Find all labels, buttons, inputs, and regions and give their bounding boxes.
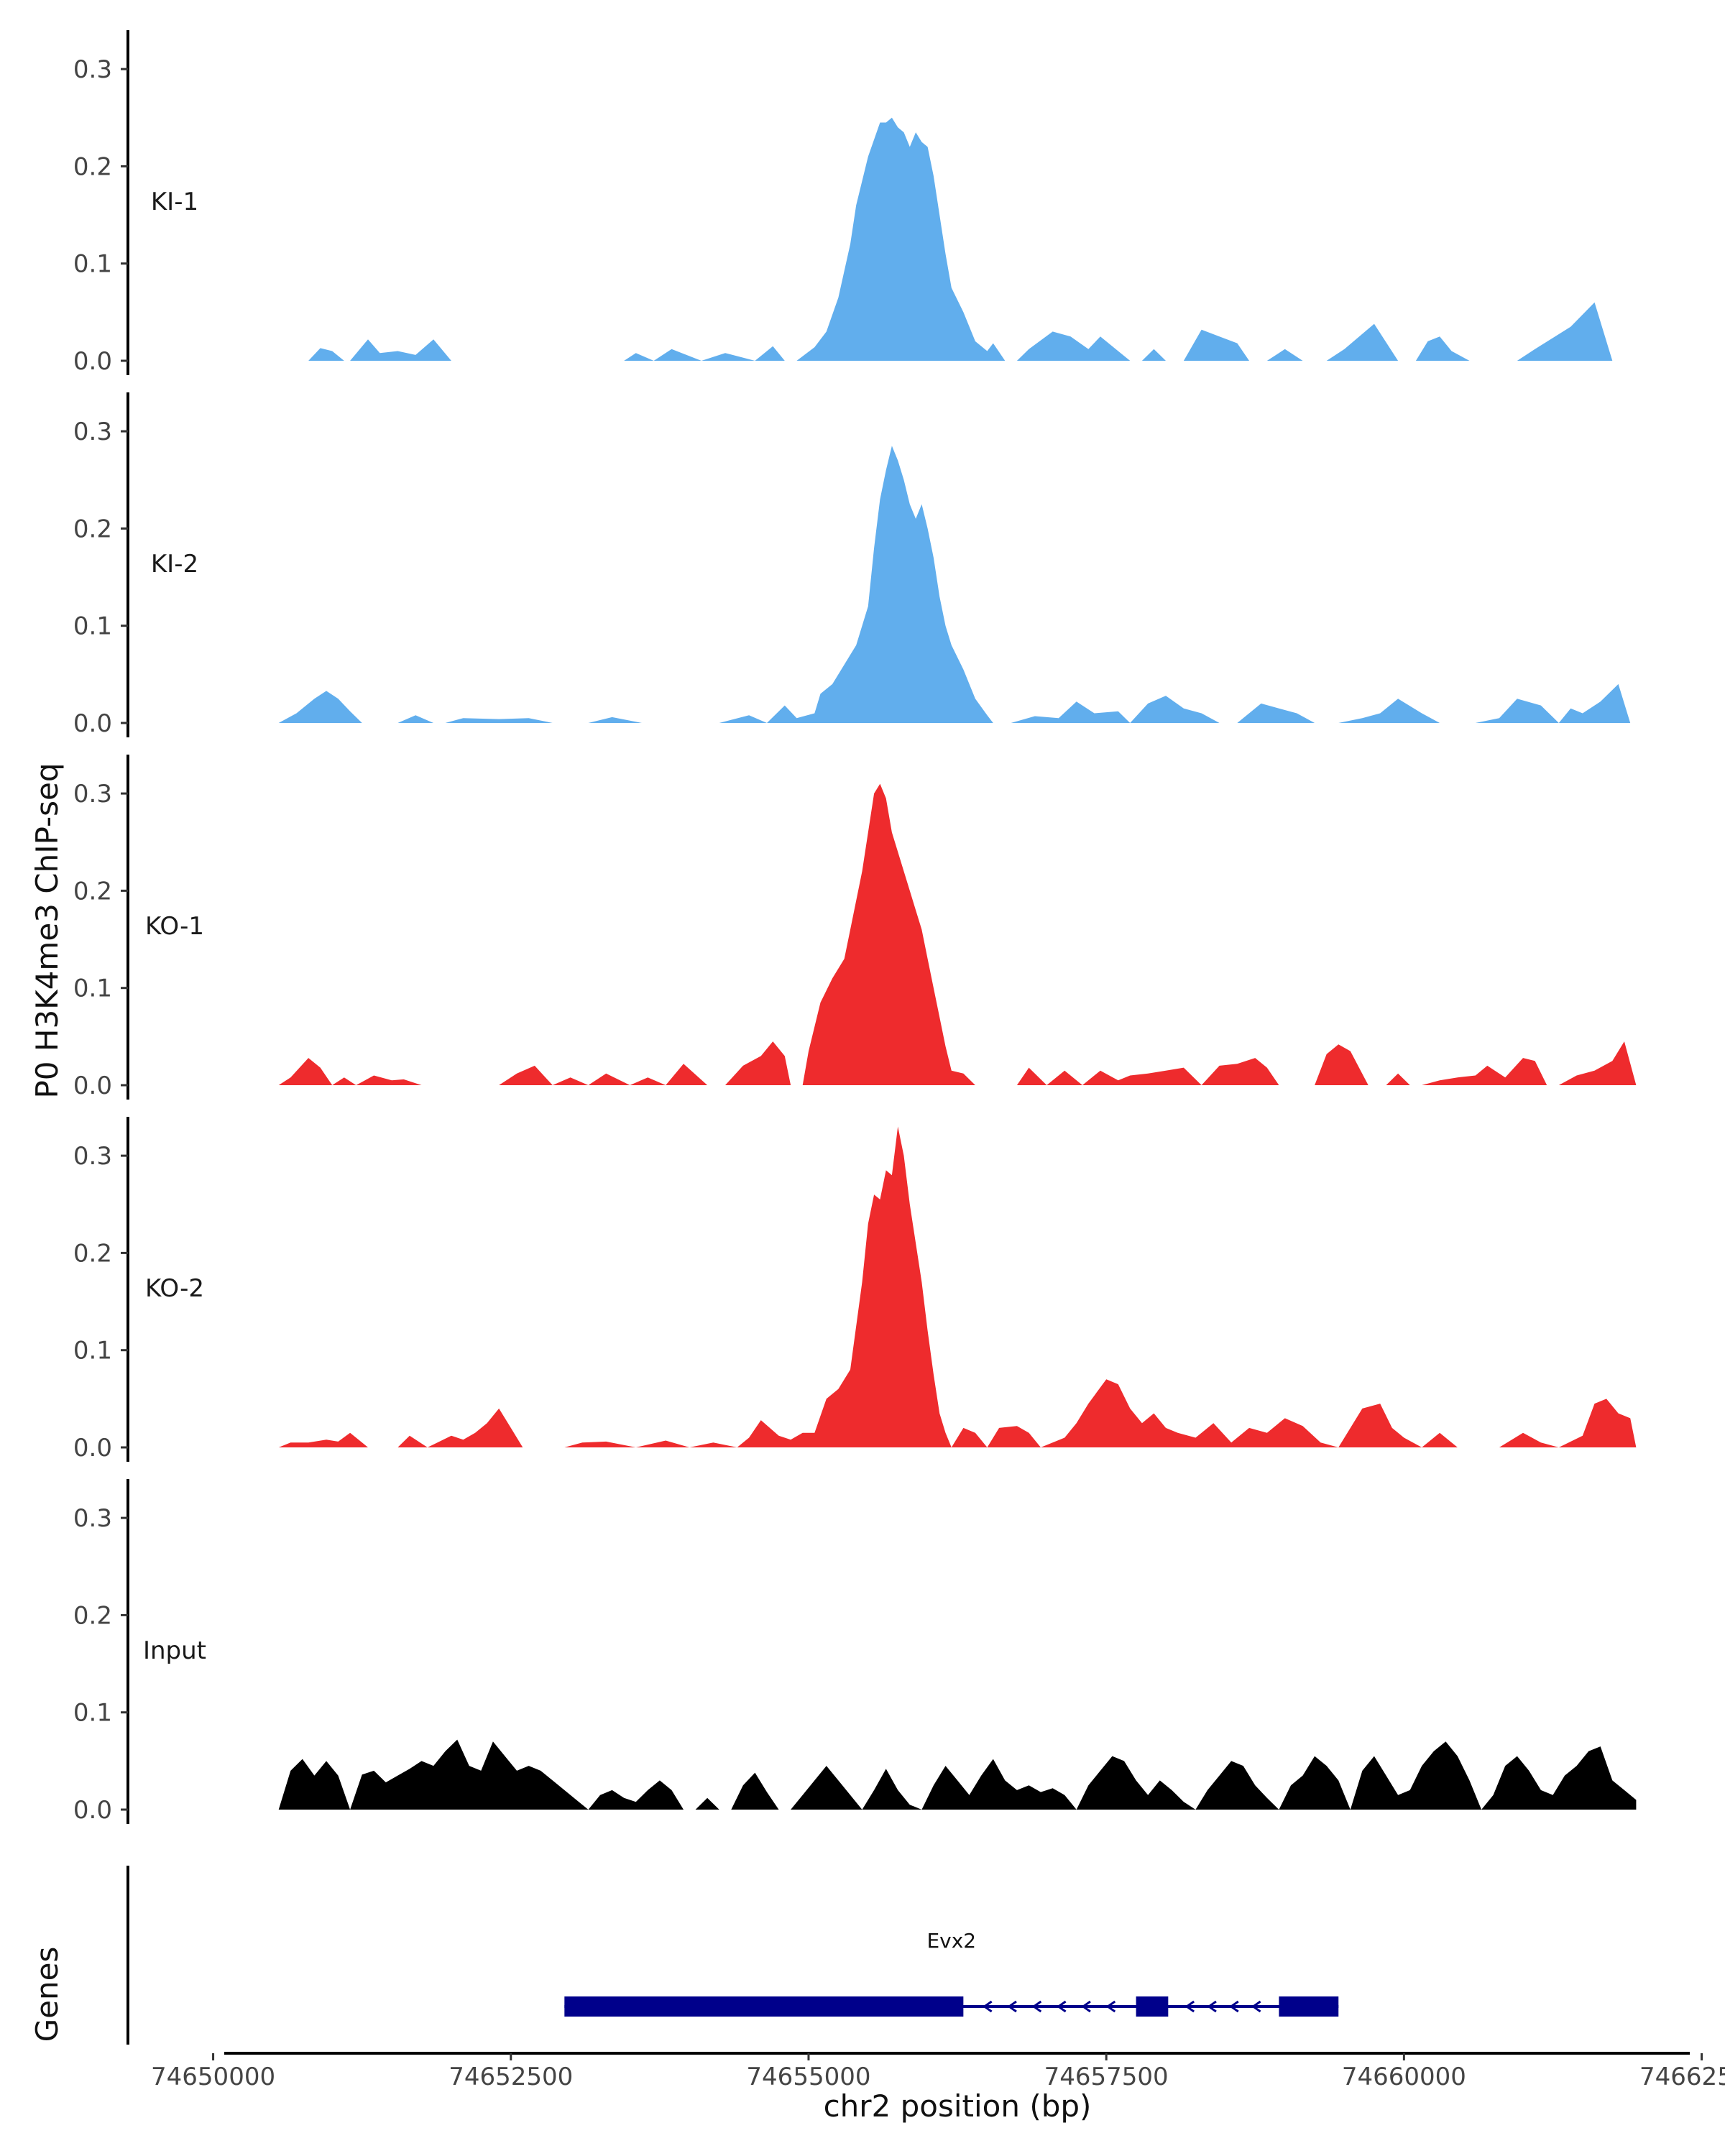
y-tick-label: 0.3 [73, 1504, 112, 1533]
y-tick-label: 0.1 [73, 612, 112, 641]
x-tick-label: 74652500 [448, 2063, 573, 2091]
x-tick-label: 74662500 [1639, 2063, 1725, 2091]
track-ki-2: 0.0 0.1 0.2 0.3 KI-2 [73, 392, 1631, 738]
signal-tracks: 0.00.10.20.3KI-10.00.10.20.3KI-20.00.10.… [73, 30, 1637, 1825]
strand-arrow [1207, 2000, 1217, 2013]
signal-area-ko-1 [278, 783, 1637, 1085]
x-axis-title: chr2 position (bp) [824, 2088, 1092, 2124]
gene-exon [1279, 1996, 1339, 2017]
track-ko-1: 0.0 0.1 0.2 0.3 KO-1 [73, 755, 1637, 1100]
gene-track: Evx2 [126, 1866, 1339, 2045]
y-tick-label: 0.3 [73, 55, 112, 84]
x-tick-label: 74655000 [746, 2063, 870, 2091]
y-tick-label: 0.0 [73, 347, 112, 376]
strand-arrow [1184, 2000, 1195, 2013]
signal-area-input [278, 1739, 1637, 1810]
strand-arrow [1031, 2000, 1042, 2013]
strand-arrow [1007, 2000, 1017, 2013]
y-tick-label: 0.3 [73, 1142, 112, 1171]
y-tick-label: 0.1 [73, 1699, 112, 1728]
y-tick-label: 0.1 [73, 975, 112, 1003]
x-axis: 74650000 74652500 74655000 74657500 74660000… [151, 2052, 1725, 2091]
x-tick-label: 74650000 [151, 2063, 275, 2091]
strand-arrow [1081, 2000, 1091, 2013]
signal-area-ki-1 [308, 117, 1637, 361]
y-tick-label: 0.3 [73, 418, 112, 446]
y-tick-label: 0.2 [73, 877, 112, 906]
y-tick-label: 0.2 [73, 152, 112, 181]
track-label: KI-2 [151, 550, 198, 579]
y-tick-label: 0.0 [73, 709, 112, 738]
x-tick-label: 74657500 [1044, 2063, 1169, 2091]
track-label: KO-1 [145, 912, 204, 941]
y-tick-label: 0.0 [73, 1434, 112, 1462]
strand-arrow [1251, 2000, 1261, 2013]
track-input: 0.0 0.1 0.2 0.3 Input [73, 1479, 1637, 1825]
gene-label: Evx2 [926, 1929, 976, 1953]
genes-track-title: Genes [29, 1947, 65, 2042]
y-tick-label: 0.1 [73, 250, 112, 279]
signal-area-ki-2 [278, 446, 1631, 723]
y-tick-label: 0.2 [73, 515, 112, 543]
strand-arrow [1229, 2000, 1239, 2013]
track-label: KO-2 [145, 1274, 204, 1303]
y-tick-label: 0.1 [73, 1337, 112, 1365]
track-ki-1: 0.0 0.1 0.2 0.3 KI-1 [73, 30, 1637, 376]
y-tick-label: 0.2 [73, 1601, 112, 1630]
gene-exon [1136, 1996, 1169, 2017]
strand-arrow [1057, 2000, 1067, 2013]
y-tick-label: 0.3 [73, 780, 112, 808]
strand-arrow [1105, 2000, 1116, 2013]
x-tick-label: 74660000 [1342, 2063, 1466, 2091]
y-axis-title: P0 H3K4me3 ChIP-seq [29, 763, 65, 1098]
signal-area-ko-2 [278, 1126, 1637, 1447]
gene-exon [564, 1996, 964, 2017]
track-ko-2: 0.0 0.1 0.2 0.3 KO-2 [73, 1117, 1637, 1462]
y-tick-label: 0.2 [73, 1239, 112, 1268]
y-tick-label: 0.0 [73, 1072, 112, 1100]
y-tick-label: 0.0 [73, 1796, 112, 1825]
track-label: Input [143, 1636, 206, 1665]
track-label: KI-1 [151, 188, 198, 216]
strand-arrow [983, 2000, 993, 2013]
